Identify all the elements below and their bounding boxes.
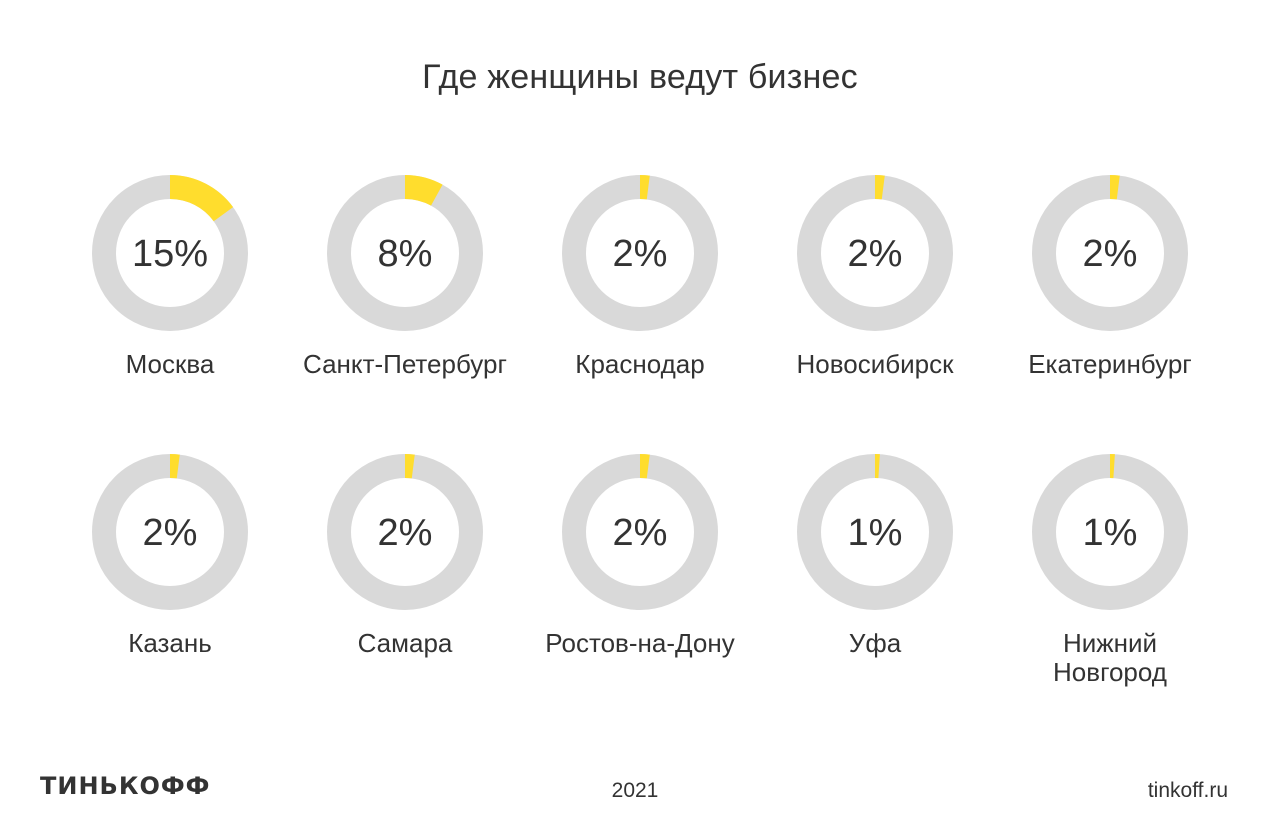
value-label: 1%	[848, 512, 903, 554]
brand-logo: ТИНЬКОФФ	[40, 772, 211, 800]
value-label: 2%	[613, 233, 668, 275]
donut-item: 2% Самара	[327, 454, 483, 658]
donut-item: 2% Ростов-на-Дону	[545, 454, 735, 658]
value-label: 2%	[848, 233, 903, 275]
donut-item: 2% Новосибирск	[797, 175, 955, 379]
category-label: Новосибирск	[797, 349, 955, 379]
donut-item: 2% Краснодар	[562, 175, 718, 379]
donut-value-arc	[874, 175, 885, 200]
donut-item: 2% Казань	[92, 454, 248, 658]
site-link[interactable]: tinkoff.ru	[1147, 779, 1228, 802]
value-label: 15%	[132, 233, 208, 275]
value-label: 2%	[143, 512, 198, 554]
category-label: Казань	[128, 628, 212, 658]
donut-value-arc	[404, 175, 443, 206]
value-label: 2%	[1083, 233, 1138, 275]
donut-value-arc	[169, 454, 180, 479]
category-label: Москва	[126, 349, 215, 379]
year-label: 2021	[611, 779, 659, 802]
value-label: 2%	[613, 512, 668, 554]
category-label: Санкт-Петербург	[303, 349, 507, 379]
donut-item: 15% Москва	[92, 175, 248, 379]
category-label: Ростов-на-Дону	[545, 628, 734, 658]
donut-item: 1% Нижний Новгород	[1032, 454, 1188, 687]
category-label: Нижний Новгород	[1053, 628, 1167, 687]
category-label: Самара	[358, 628, 453, 658]
donut-item: 2% Екатеринбург	[1028, 175, 1192, 379]
chart-title: Где женщины ведут бизнес	[422, 58, 858, 96]
donut-item: 1% Уфа	[797, 453, 953, 658]
donut-value-arc	[1109, 175, 1120, 200]
donut-item: 8% Санкт-Петербург	[303, 175, 507, 379]
donut-value-arc	[639, 175, 650, 200]
donut-value-arc	[639, 454, 650, 479]
value-label: 8%	[378, 233, 433, 275]
category-label: Уфа	[849, 628, 902, 658]
donut-value-arc	[404, 454, 415, 479]
category-label: Краснодар	[575, 349, 704, 379]
donut-value-arc	[169, 175, 234, 222]
value-label: 1%	[1083, 512, 1138, 554]
value-label: 2%	[378, 512, 433, 554]
category-label: Екатеринбург	[1028, 349, 1192, 379]
